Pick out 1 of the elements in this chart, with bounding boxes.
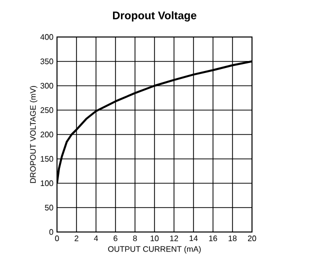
chart-title: Dropout Voltage xyxy=(113,11,196,22)
